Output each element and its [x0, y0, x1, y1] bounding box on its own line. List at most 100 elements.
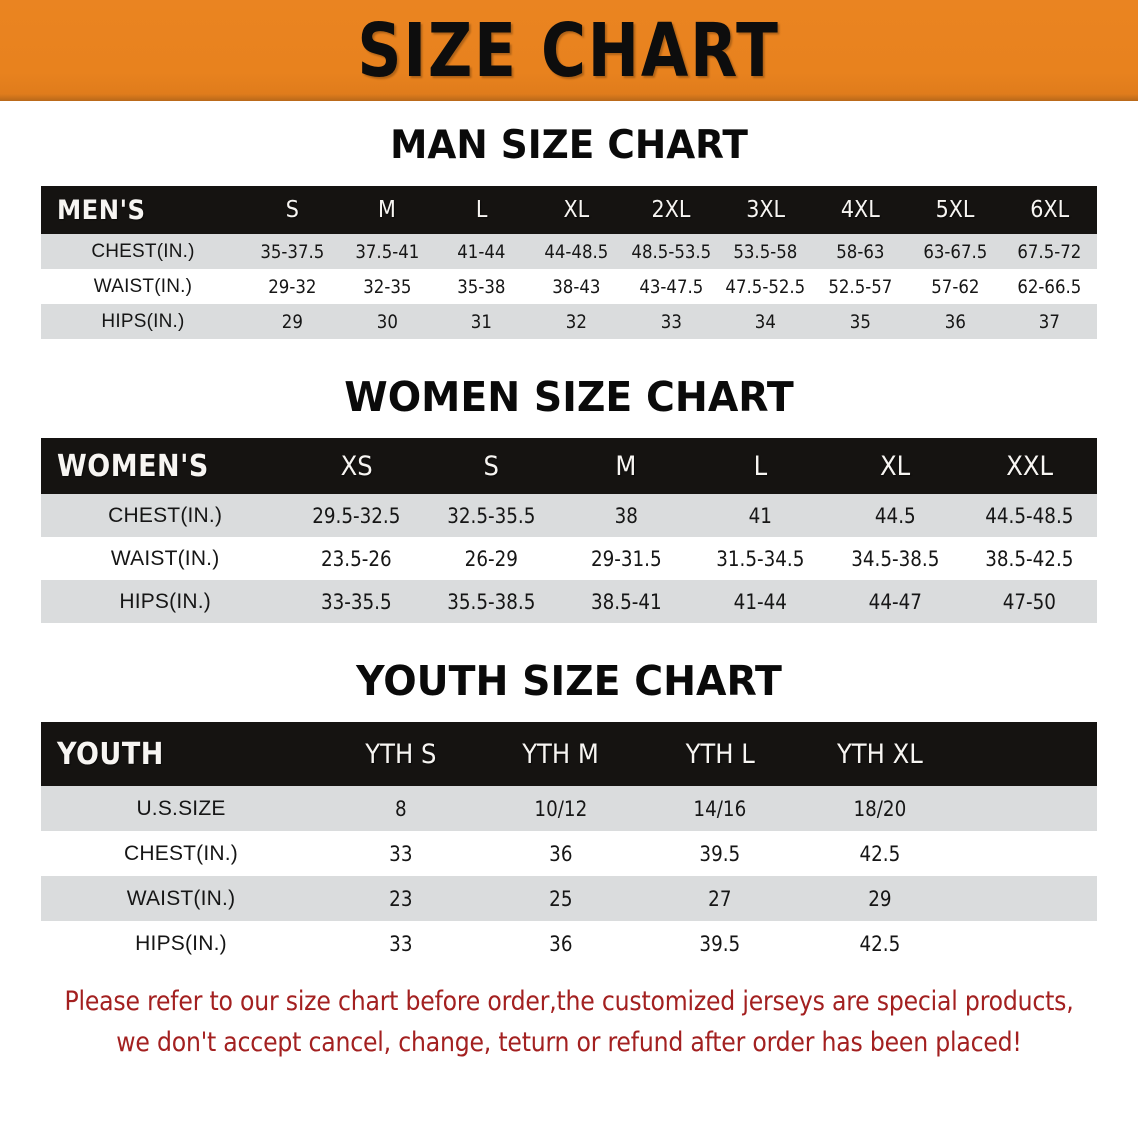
women-col-header-3: L	[753, 450, 768, 482]
women-cell-1-3: 31.5-34.5	[716, 546, 805, 571]
women-col-header-0: XS	[340, 450, 373, 482]
man-cell-1-5: 47.5-52.5	[725, 275, 806, 298]
youth-cell-0-0: 8	[394, 796, 407, 821]
man-cell-0-5: 53.5-58	[733, 240, 798, 263]
youth-cell-0-1: 10/12	[534, 796, 587, 821]
man-col-header-3: XL	[563, 197, 590, 223]
man-row-label-2: HIPS(IN.)	[101, 310, 185, 332]
table-row: U.S.SIZE 8 10/12 14/16 18/20	[41, 786, 1097, 831]
youth-col-header-3: YTH XL	[836, 738, 923, 770]
table-row: HIPS(IN.) 29 30 31 32 33 34 35 36 37	[41, 304, 1097, 339]
women-cell-2-1: 35.5-38.5	[447, 589, 536, 614]
youth-cell-0-2: 14/16	[693, 796, 747, 821]
man-row-label-1: WAIST(IN.)	[93, 275, 193, 297]
youth-corner-label: YOUTH	[57, 736, 164, 772]
women-cell-0-3: 41	[748, 503, 773, 528]
man-cell-1-8: 62-66.5	[1017, 275, 1082, 298]
youth-cell-3-3: 42.5	[859, 931, 901, 956]
youth-cell-0-3: 18/20	[853, 796, 907, 821]
women-cell-0-5: 44.5-48.5	[985, 503, 1074, 528]
youth-cell-1-3: 42.5	[859, 841, 901, 866]
policy-note-line-2: we don't accept cancel, change, teturn o…	[116, 1026, 1022, 1058]
table-row: CHEST(IN.) 29.5-32.5 32.5-35.5 38 41 44.…	[41, 494, 1097, 537]
women-col-header-4: XL	[879, 450, 911, 482]
man-cell-0-8: 67.5-72	[1017, 240, 1082, 263]
women-row-label-1: WAIST(IN.)	[110, 546, 220, 570]
man-table-body: CHEST(IN.) 35-37.5 37.5-41 41-44 44-48.5…	[41, 234, 1097, 339]
women-table-head: WOMEN'S XS S M L XL XXL	[41, 438, 1097, 494]
man-cell-2-7: 36	[944, 310, 966, 333]
youth-cell-2-2: 27	[708, 886, 732, 911]
women-cell-2-3: 41-44	[733, 589, 788, 614]
youth-size-table: YOUTH YTH S YTH M YTH L YTH XL U.S.SIZE …	[41, 722, 1097, 966]
man-cell-1-6: 52.5-57	[828, 275, 893, 298]
youth-row-label-1: CHEST(IN.)	[124, 841, 238, 865]
man-cell-2-5: 34	[755, 310, 777, 333]
man-col-header-7: 5XL	[935, 197, 975, 223]
women-col-header-5: XXL	[1006, 450, 1054, 482]
women-cell-2-0: 33-35.5	[321, 589, 392, 614]
man-cell-0-4: 48.5-53.5	[631, 240, 711, 263]
policy-note-line-1: Please refer to our size chart before or…	[64, 986, 1074, 1017]
man-cell-2-4: 33	[660, 310, 682, 333]
youth-col-header-0: YTH S	[365, 738, 437, 770]
man-cell-1-0: 29-32	[268, 275, 317, 298]
man-corner-label: MEN'S	[57, 194, 146, 226]
women-col-header-2: M	[615, 450, 637, 482]
page-title: SIZE CHART	[357, 7, 781, 94]
youth-cell-2-spacer	[960, 876, 1097, 921]
women-cell-1-5: 38.5-42.5	[985, 546, 1074, 571]
youth-cell-1-spacer	[960, 831, 1097, 876]
man-cell-0-0: 35-37.5	[260, 240, 325, 263]
youth-col-header-1: YTH M	[522, 738, 599, 770]
youth-table-head: YOUTH YTH S YTH M YTH L YTH XL	[41, 722, 1097, 786]
man-col-header-1: M	[378, 197, 396, 223]
table-row: WAIST(IN.) 23 25 27 29	[41, 876, 1097, 921]
women-cell-0-2: 38	[614, 503, 638, 528]
page-banner: SIZE CHART	[0, 0, 1138, 101]
man-section-title: MAN SIZE CHART	[390, 123, 748, 168]
youth-section-title: YOUTH SIZE CHART	[356, 657, 782, 705]
women-cell-2-4: 44-47	[868, 589, 922, 614]
man-cell-2-0: 29	[281, 310, 303, 333]
women-size-table: WOMEN'S XS S M L XL XXL CHEST(IN.) 29.5-…	[41, 438, 1097, 623]
man-cell-2-1: 30	[376, 310, 398, 333]
women-row-label-0: CHEST(IN.)	[108, 503, 223, 527]
man-cell-1-4: 43-47.5	[638, 275, 703, 298]
youth-cell-1-1: 36	[548, 841, 573, 866]
man-col-header-2: L	[475, 197, 488, 223]
man-table-wrap: MEN'S S M L XL 2XL 3XL 4XL 5XL 6XL CHEST…	[41, 186, 1097, 339]
man-row-label-0: CHEST(IN.)	[91, 240, 195, 262]
table-row: WAIST(IN.) 23.5-26 26-29 29-31.5 31.5-34…	[41, 537, 1097, 580]
man-col-header-6: 4XL	[840, 197, 880, 223]
women-cell-1-4: 34.5-38.5	[850, 546, 940, 571]
women-cell-0-0: 29.5-32.5	[312, 503, 401, 528]
youth-col-header-2: YTH L	[685, 738, 755, 770]
table-row: CHEST(IN.) 35-37.5 37.5-41 41-44 44-48.5…	[41, 234, 1097, 269]
youth-cell-3-spacer	[960, 921, 1097, 966]
youth-header-row: YOUTH YTH S YTH M YTH L YTH XL	[41, 722, 1097, 786]
youth-row-label-2: WAIST(IN.)	[126, 886, 236, 910]
youth-cell-1-0: 33	[389, 841, 413, 866]
man-cell-1-2: 35-38	[457, 275, 506, 298]
man-cell-0-7: 63-67.5	[922, 240, 987, 263]
youth-cell-1-2: 39.5	[699, 841, 741, 866]
women-cell-1-2: 29-31.5	[590, 546, 662, 571]
man-cell-0-3: 44-48.5	[544, 240, 609, 263]
youth-size-section: YOUTH SIZE CHART YOUTH YTH S YTH M YTH L…	[0, 657, 1138, 966]
man-cell-2-6: 35	[849, 310, 871, 333]
man-cell-1-1: 32-35	[362, 275, 412, 298]
youth-col-header-spacer	[960, 722, 1097, 786]
women-cell-0-1: 32.5-35.5	[447, 503, 536, 528]
youth-table-wrap: YOUTH YTH S YTH M YTH L YTH XL U.S.SIZE …	[41, 722, 1097, 966]
man-cell-0-2: 41-44	[457, 240, 506, 263]
man-col-header-8: 6XL	[1030, 197, 1070, 223]
women-cell-1-0: 23.5-26	[321, 546, 392, 571]
youth-cell-2-3: 29	[868, 886, 892, 911]
women-table-wrap: WOMEN'S XS S M L XL XXL CHEST(IN.) 29.5-…	[41, 438, 1097, 623]
man-col-header-4: 2XL	[651, 197, 691, 223]
women-row-label-2: HIPS(IN.)	[119, 589, 211, 613]
women-cell-2-2: 38.5-41	[590, 589, 662, 614]
man-table-head: MEN'S S M L XL 2XL 3XL 4XL 5XL 6XL	[41, 186, 1097, 234]
women-size-section: WOMEN SIZE CHART WOMEN'S XS S M L XL XXL…	[0, 373, 1138, 623]
